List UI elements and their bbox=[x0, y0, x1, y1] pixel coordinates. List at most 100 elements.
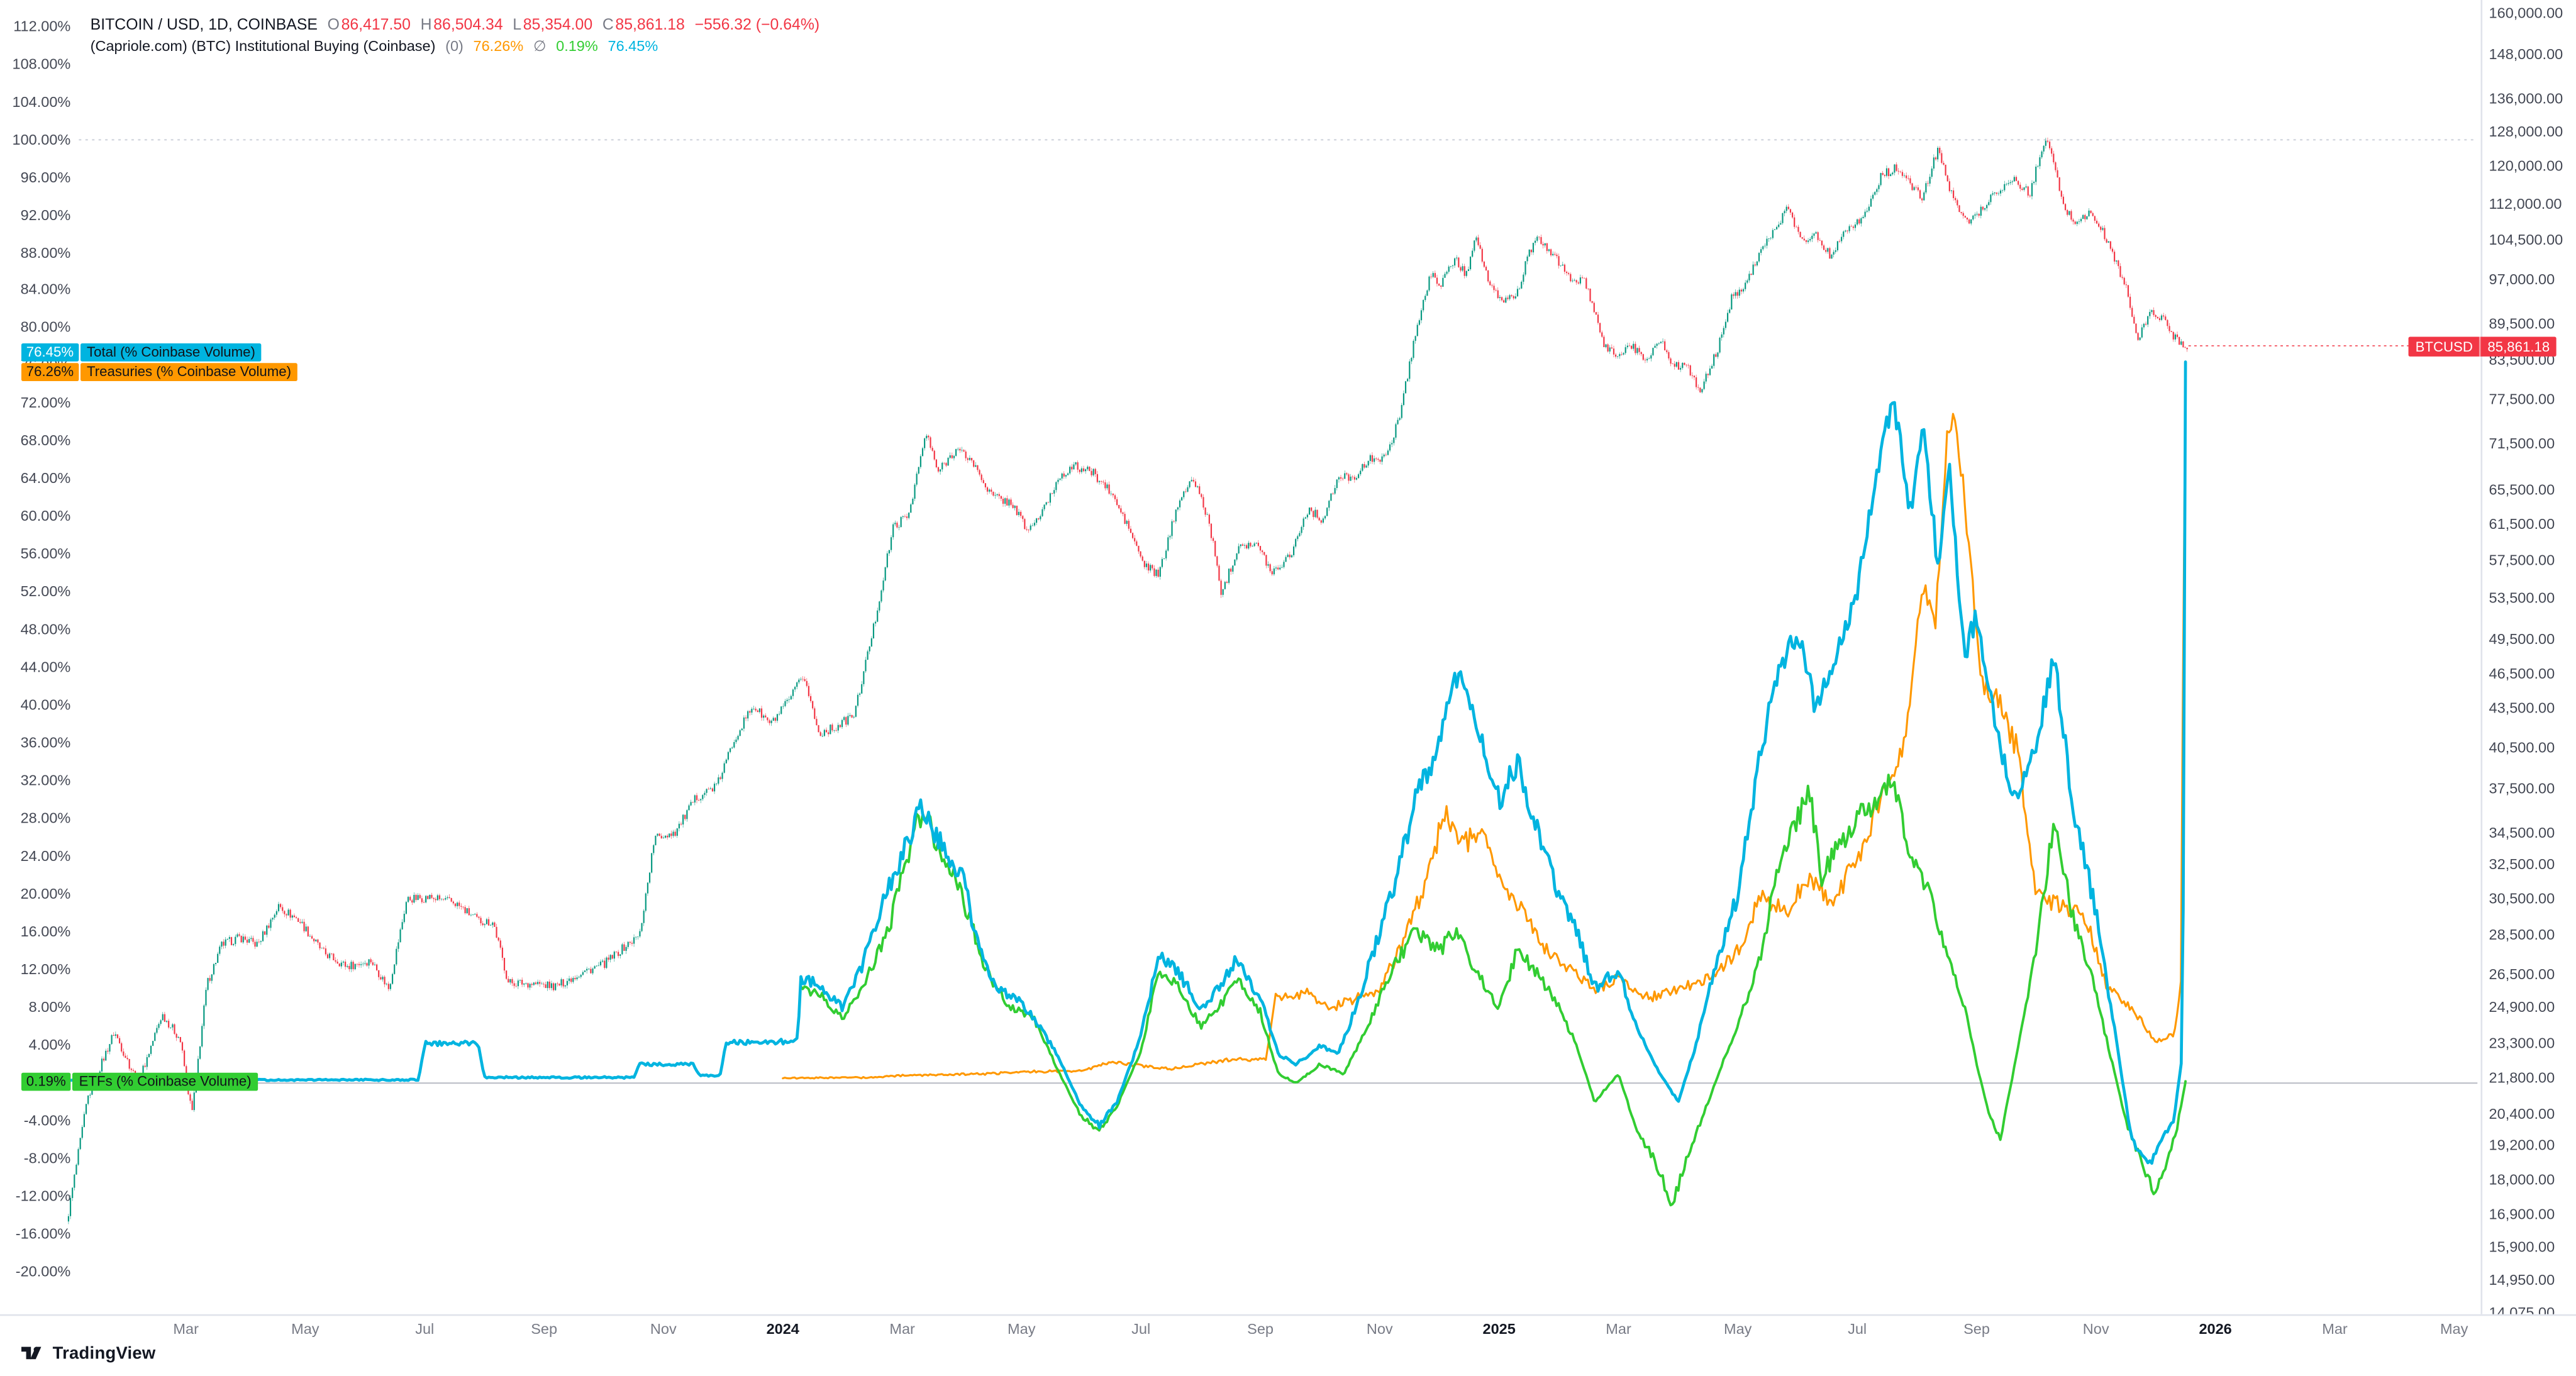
left-axis-label: 36.00% bbox=[20, 734, 71, 752]
left-axis-label: 64.00% bbox=[20, 470, 71, 487]
left-axis-label: 48.00% bbox=[20, 621, 71, 638]
right-axis-label: 128,000.00 bbox=[2489, 123, 2563, 140]
left-axis-label: 92.00% bbox=[20, 206, 71, 223]
series-line-treasuries[interactable] bbox=[782, 362, 2187, 1080]
right-axis-label: 21,800.00 bbox=[2489, 1069, 2555, 1086]
left-axis-label: 88.00% bbox=[20, 243, 71, 261]
left-percent-axis[interactable]: 112.00% 108.00% 104.00% 100.00% 96.00% 92.00%… bbox=[0, 0, 75, 1314]
time-axis-month-label: Nov bbox=[1366, 1319, 1393, 1337]
right-axis-label: 104,500.00 bbox=[2489, 231, 2563, 248]
change-value: −556.32 (−0.64%) bbox=[694, 16, 820, 35]
left-axis-label: 4.00% bbox=[28, 1036, 71, 1053]
indicator-header: (Capriole.com) (BTC) Institutional Buyin… bbox=[91, 38, 658, 56]
ohlc-close: C 85,861.18 bbox=[602, 16, 685, 35]
symbol-title[interactable]: BITCOIN / USD, 1D, COINBASE bbox=[90, 16, 318, 35]
right-axis-label: 30,500.00 bbox=[2489, 890, 2555, 907]
left-axis-label: 60.00% bbox=[20, 508, 71, 525]
time-axis-month-label: Mar bbox=[889, 1319, 915, 1337]
time-axis-month-label: May bbox=[2440, 1319, 2468, 1337]
right-axis-label: 28,500.00 bbox=[2489, 926, 2555, 943]
time-axis-month-label: May bbox=[1008, 1319, 1036, 1337]
etfs-series-label: 0.19% ETFs (% Coinbase Volume) bbox=[21, 1072, 258, 1090]
right-axis-label: 120,000.00 bbox=[2489, 158, 2563, 175]
right-axis-label: 26,500.00 bbox=[2489, 965, 2555, 982]
right-axis-label: 112,000.00 bbox=[2489, 194, 2562, 211]
ohlc-low: L 85,354.00 bbox=[513, 16, 592, 35]
right-axis-label: 46,500.00 bbox=[2489, 664, 2555, 682]
right-axis-label: 57,500.00 bbox=[2489, 551, 2555, 568]
ohlc-high: H 86,504.34 bbox=[421, 16, 503, 35]
left-axis-label: -16.00% bbox=[15, 1224, 71, 1242]
left-axis-label: 52.00% bbox=[20, 583, 71, 600]
left-axis-label: 112.00% bbox=[13, 17, 71, 35]
right-axis-label: 15,900.00 bbox=[2489, 1238, 2555, 1255]
time-axis-month-label: Nov bbox=[2082, 1319, 2109, 1337]
right-axis-label: 97,000.00 bbox=[2489, 272, 2555, 289]
total-series-label: 76.45% Total (% Coinbase Volume) bbox=[21, 343, 262, 362]
symbol-header: BITCOIN / USD, 1D, COINBASE O 86,417.50 H… bbox=[91, 16, 820, 35]
right-axis-label: 136,000.00 bbox=[2489, 91, 2563, 108]
tradingview-logo-text: TradingView bbox=[52, 1343, 156, 1364]
close-value: 85,861.18 bbox=[615, 16, 685, 35]
low-value: 85,354.00 bbox=[523, 16, 593, 35]
left-axis-label: 96.00% bbox=[20, 168, 71, 185]
time-axis-month-label: May bbox=[291, 1319, 319, 1337]
right-axis-label: 32,500.00 bbox=[2489, 856, 2555, 873]
series-line-etfs[interactable] bbox=[799, 774, 2187, 1207]
indicator-param: (0) bbox=[445, 38, 464, 55]
right-axis-label: 77,500.00 bbox=[2489, 391, 2555, 408]
series-line-total[interactable] bbox=[65, 360, 2187, 1165]
right-axis-label: 49,500.00 bbox=[2489, 631, 2555, 648]
time-axis-year-label: 2025 bbox=[1482, 1319, 1516, 1337]
right-axis-label: 23,300.00 bbox=[2489, 1034, 2555, 1051]
left-axis-label: -20.00% bbox=[15, 1262, 71, 1279]
etfs-value-badge: 0.19% bbox=[21, 1072, 71, 1090]
indicator-value-etfs: 0.19% bbox=[556, 38, 598, 55]
right-axis-label: 40,500.00 bbox=[2489, 738, 2555, 755]
indicator-title[interactable]: (Capriole.com) (BTC) Institutional Buyin… bbox=[90, 38, 436, 55]
right-axis-label: 53,500.00 bbox=[2489, 589, 2555, 606]
left-axis-label: 72.00% bbox=[20, 394, 71, 411]
left-axis-label: 44.00% bbox=[20, 658, 71, 675]
time-axis-year-label: 2026 bbox=[2199, 1319, 2232, 1337]
right-axis-label: 37,500.00 bbox=[2489, 779, 2555, 796]
treasuries-name-tag[interactable]: Treasuries (% Coinbase Volume) bbox=[80, 363, 298, 381]
right-axis-label: 43,500.00 bbox=[2489, 700, 2555, 717]
btcusd-symbol: BTCUSD bbox=[2409, 336, 2481, 356]
total-value-badge: 76.45% bbox=[21, 343, 79, 362]
right-axis-label: 61,500.00 bbox=[2489, 515, 2555, 532]
candle-wicks-down bbox=[94, 137, 2187, 1111]
left-axis-label: 84.00% bbox=[20, 281, 71, 298]
open-label: O bbox=[327, 16, 340, 35]
right-axis-label: 65,500.00 bbox=[2489, 481, 2555, 498]
left-axis-label: 56.00% bbox=[20, 545, 71, 562]
total-name-tag[interactable]: Total (% Coinbase Volume) bbox=[80, 343, 262, 362]
left-axis-label: 104.00% bbox=[12, 92, 71, 109]
left-axis-label: 16.00% bbox=[20, 923, 71, 940]
time-axis-month-label: Sep bbox=[531, 1319, 558, 1337]
close-label: C bbox=[602, 16, 614, 35]
tradingview-logo[interactable]: TradingView bbox=[21, 1344, 156, 1363]
etfs-name-tag[interactable]: ETFs (% Coinbase Volume) bbox=[72, 1072, 258, 1090]
time-axis-month-label: Mar bbox=[1606, 1319, 1631, 1337]
right-axis-label: 20,400.00 bbox=[2489, 1105, 2555, 1122]
time-axis-month-label: Mar bbox=[2322, 1319, 2348, 1337]
ohlc-open: O 86,417.50 bbox=[328, 16, 411, 35]
left-axis-label: 8.00% bbox=[28, 998, 71, 1016]
left-axis-label: 20.00% bbox=[20, 885, 71, 902]
left-axis-label: -8.00% bbox=[23, 1149, 71, 1166]
average-symbol: ∅ bbox=[533, 38, 547, 55]
left-axis-label: 28.00% bbox=[20, 809, 71, 826]
candles-down bbox=[93, 140, 2188, 1111]
left-axis-label: 80.00% bbox=[20, 319, 71, 336]
time-axis[interactable]: Mar May Jul Sep Nov 2024 Mar May Jul Sep Nov 2025 Ma… bbox=[0, 1314, 2576, 1344]
right-price-axis[interactable]: 160,000.00 148,000.00 136,000.00 128,000.00… bbox=[2480, 0, 2576, 1319]
right-axis-label: 18,000.00 bbox=[2489, 1172, 2555, 1189]
left-axis-label: 12.00% bbox=[20, 960, 71, 977]
left-axis-label: 40.00% bbox=[20, 696, 71, 713]
left-axis-label: 68.00% bbox=[20, 432, 71, 449]
time-axis-month-label: Sep bbox=[1963, 1319, 1990, 1337]
